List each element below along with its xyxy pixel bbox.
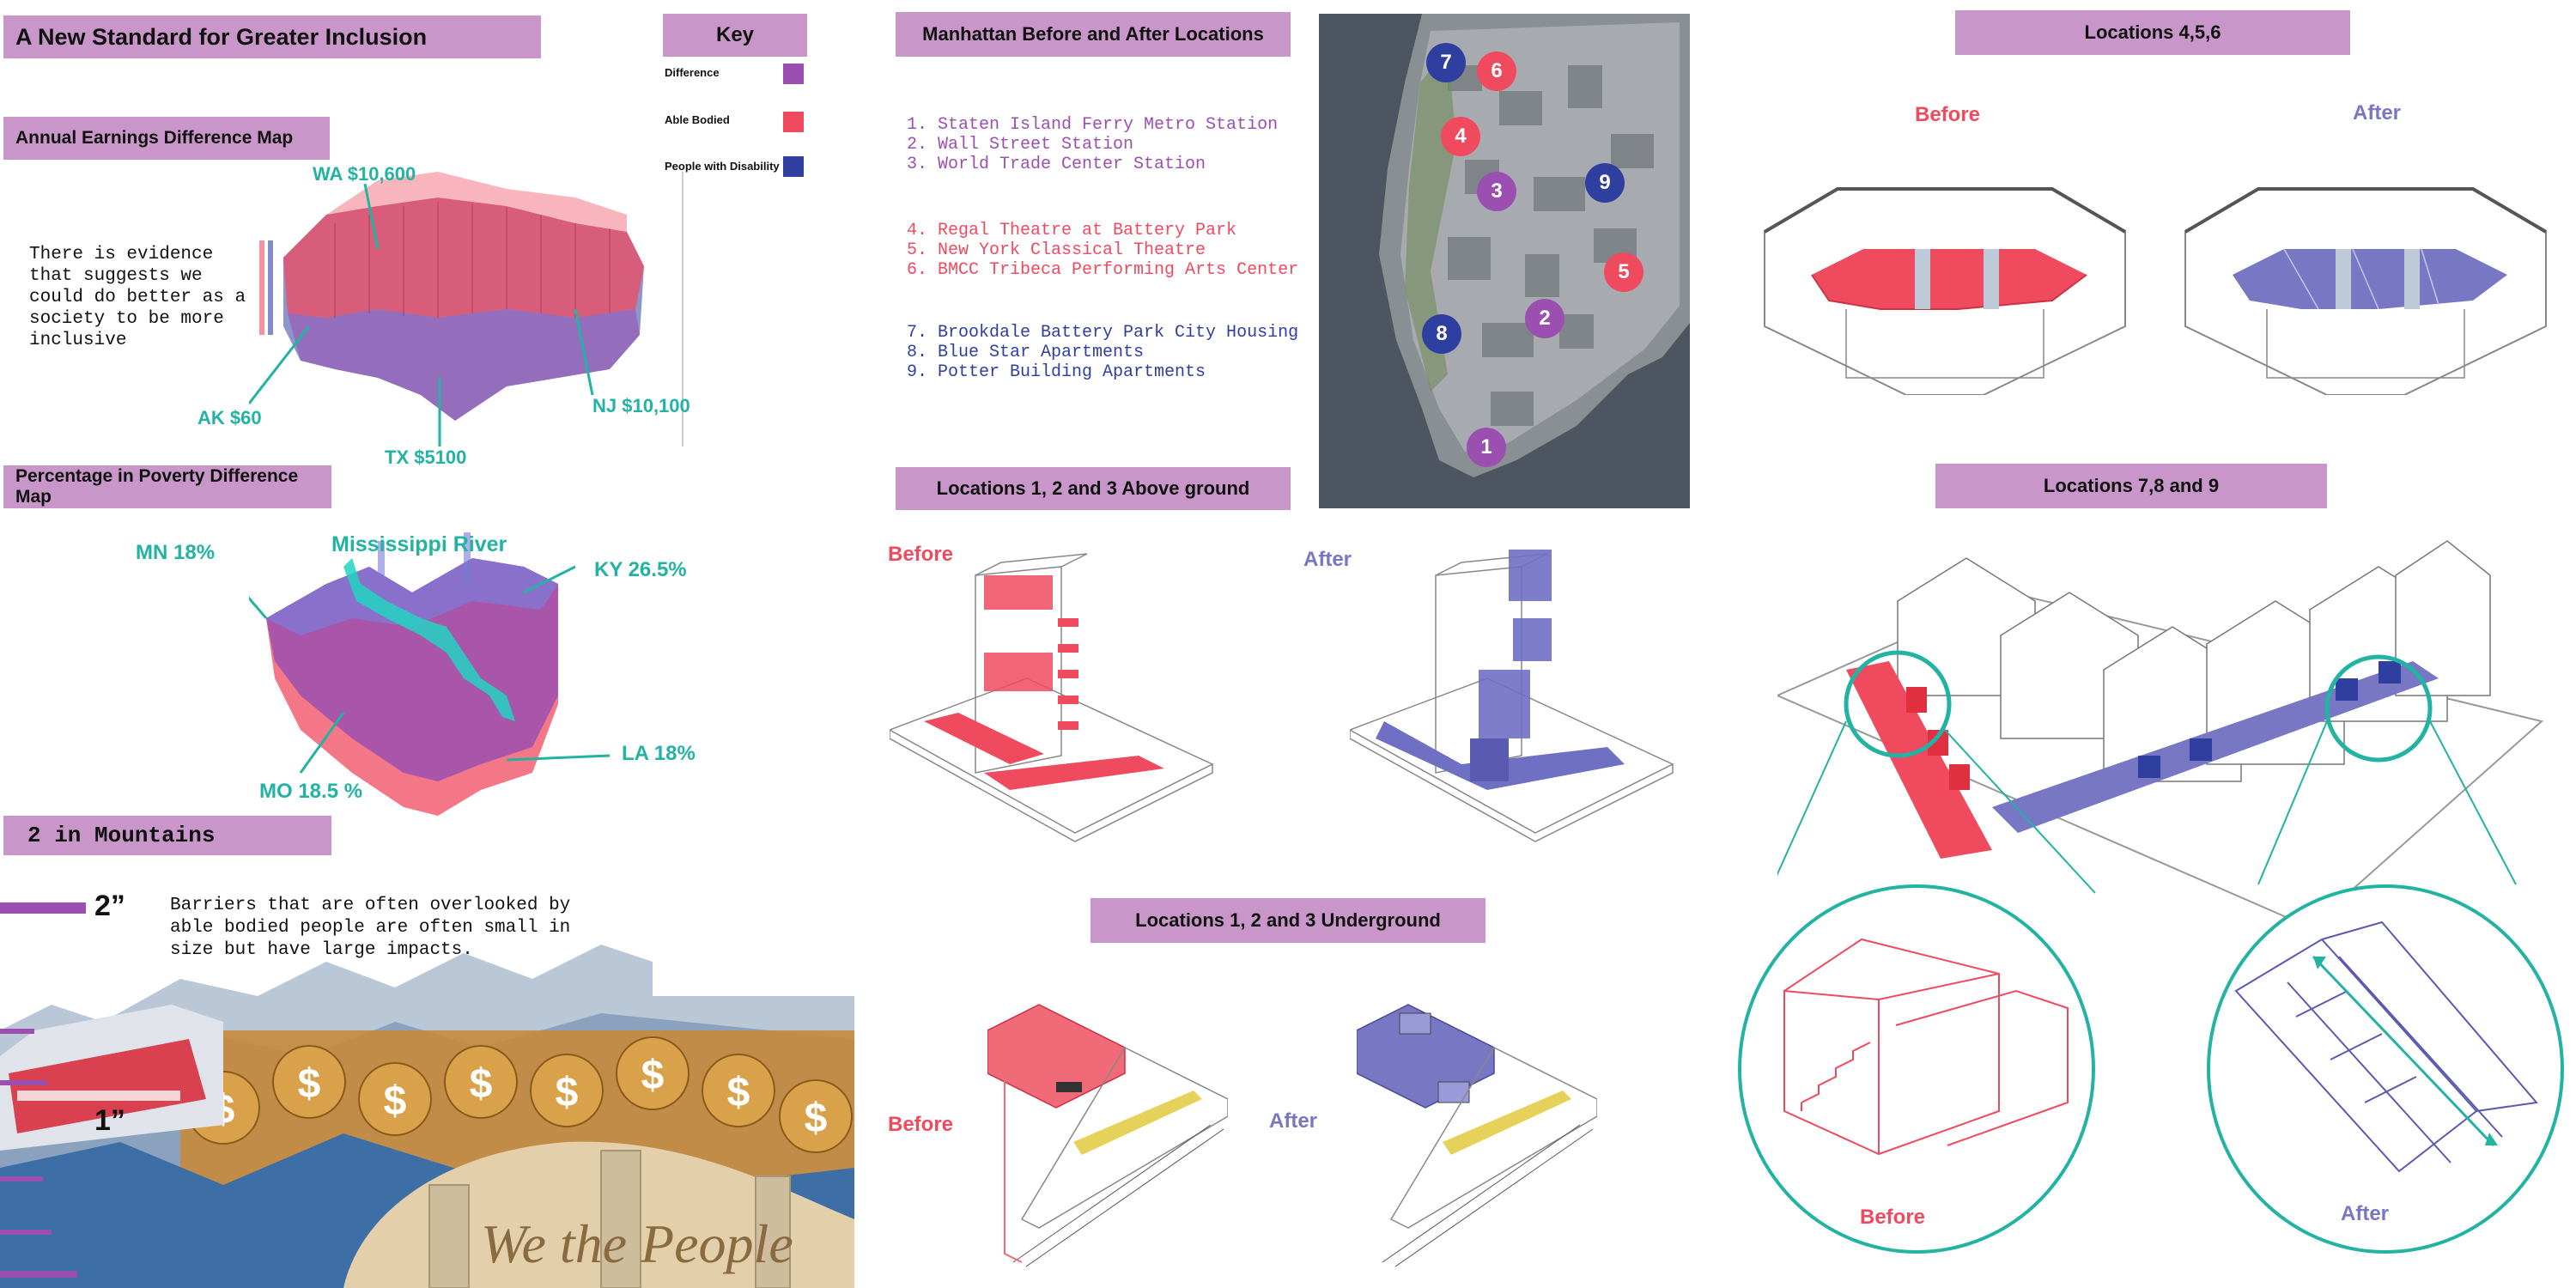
key-swatch-difference	[783, 64, 804, 84]
list-item: 4. Regal Theatre at Battery Park	[907, 221, 1237, 240]
list-item: 2. Wall Street Station	[907, 135, 1134, 155]
mountains-description: Barriers that are often overlooked by ab…	[170, 896, 571, 960]
key-label-able-bodied: Able Bodied	[665, 113, 730, 126]
svg-text:$: $	[641, 1053, 665, 1098]
loc789-before-zoom	[1738, 884, 2095, 1254]
key-swatch-disability	[783, 156, 804, 177]
svg-text:$: $	[556, 1070, 579, 1115]
map-pin-7[interactable]: 7	[1426, 43, 1466, 82]
svg-text:$: $	[384, 1078, 407, 1124]
list-item: 8. Blue Star Apartments	[907, 343, 1145, 362]
loc123-above-after-label: After	[1303, 548, 1352, 571]
callout-tx: TX $5100	[385, 447, 467, 468]
map-pin-9[interactable]: 9	[1585, 163, 1625, 203]
mountains-collage: $$$$ $$$$ We the People	[0, 945, 854, 1288]
map-pin-8[interactable]: 8	[1422, 314, 1461, 354]
callout-ky: KY 26.5%	[594, 558, 687, 581]
poverty-3d-map	[249, 532, 611, 816]
loc456-after-diagram	[2184, 187, 2548, 395]
list-item: 1. Staten Island Ferry Metro Station	[907, 115, 1279, 135]
svg-text:We the People: We the People	[481, 1213, 793, 1274]
loc123-under-before-label: Before	[888, 1113, 954, 1136]
callout-mississippi: Mississippi River	[331, 532, 507, 556]
loc123-above-before-label: Before	[888, 543, 954, 566]
loc456-title: Locations 4,5,6	[1955, 10, 2350, 55]
mountains-title: 2 in Mountains	[3, 816, 331, 855]
loc123-under-title: Locations 1, 2 and 3 Underground	[1091, 898, 1485, 943]
loc456-before-diagram	[1763, 187, 2127, 395]
loc456-after-label: After	[2353, 101, 2402, 125]
svg-text:$: $	[727, 1070, 750, 1115]
loc123-under-after-diagram	[1357, 1004, 1597, 1267]
map-pin-3[interactable]: 3	[1477, 172, 1516, 211]
callout-wa: WA $10,600	[313, 163, 416, 185]
svg-text:$: $	[470, 1061, 493, 1107]
loc123-above-before-diagram	[890, 553, 1214, 842]
manhattan-list-housing: 7. Brookdale Battery Park City Housing 8…	[907, 323, 1298, 382]
loc123-above-title: Locations 1, 2 and 3 Above ground	[896, 467, 1291, 510]
key-title: Key	[663, 14, 807, 57]
list-item: 7. Brookdale Battery Park City Housing	[907, 323, 1299, 343]
loc789-title: Locations 7,8 and 9	[1935, 464, 2327, 508]
poverty-map-title: Percentage in Poverty Difference Map	[3, 465, 331, 508]
svg-text:$: $	[298, 1061, 321, 1107]
svg-text:$: $	[805, 1096, 828, 1141]
map-pin-2[interactable]: 2	[1525, 299, 1564, 338]
earnings-description: There is evidence that suggests we could…	[29, 245, 246, 350]
loc789-street-diagram	[1777, 540, 2544, 929]
earnings-map-title: Annual Earnings Difference Map	[3, 117, 330, 160]
list-item: 6. BMCC Tribeca Performing Arts Center	[907, 260, 1299, 280]
key-swatch-able-bodied	[783, 112, 804, 132]
measure-label-1in: 1”	[94, 1104, 125, 1137]
earnings-3d-map	[249, 172, 683, 447]
page-title: A New Standard for Greater Inclusion	[3, 15, 541, 58]
loc789-after-label: After	[2341, 1202, 2390, 1225]
callout-mn: MN 18%	[136, 541, 216, 564]
key-label-disability: People with Disability	[665, 160, 780, 173]
list-item: 5. New York Classical Theatre	[907, 240, 1206, 260]
loc123-under-before-diagram	[987, 1004, 1228, 1267]
callout-nj: NJ $10,100	[592, 395, 690, 416]
map-pin-4[interactable]: 4	[1441, 117, 1480, 156]
manhattan-list-theatres: 4. Regal Theatre at Battery Park 5. New …	[907, 221, 1298, 280]
loc123-under-after-label: After	[1269, 1109, 1318, 1133]
loc123-above-after-diagram	[1350, 550, 1674, 842]
map-pin-5[interactable]: 5	[1604, 252, 1643, 292]
loc456-before-label: Before	[1915, 103, 1981, 126]
list-item: 9. Potter Building Apartments	[907, 362, 1206, 382]
manhattan-title: Manhattan Before and After Locations	[896, 12, 1291, 57]
measure-label-2in: 2”	[94, 890, 125, 922]
key-label-difference: Difference	[665, 66, 720, 79]
callout-la: LA 18%	[622, 742, 696, 765]
callout-mo: MO 18.5 %	[259, 780, 363, 803]
callout-ak: AK $60	[197, 407, 262, 428]
map-pin-1[interactable]: 1	[1467, 428, 1506, 467]
loc789-after-zoom	[2207, 884, 2564, 1254]
loc789-before-label: Before	[1860, 1206, 1926, 1229]
measure-bar-2in	[0, 902, 86, 914]
map-pin-6[interactable]: 6	[1477, 52, 1516, 91]
list-item: 3. World Trade Center Station	[907, 155, 1206, 174]
manhattan-list-transit: 1. Staten Island Ferry Metro Station 2. …	[907, 115, 1278, 174]
